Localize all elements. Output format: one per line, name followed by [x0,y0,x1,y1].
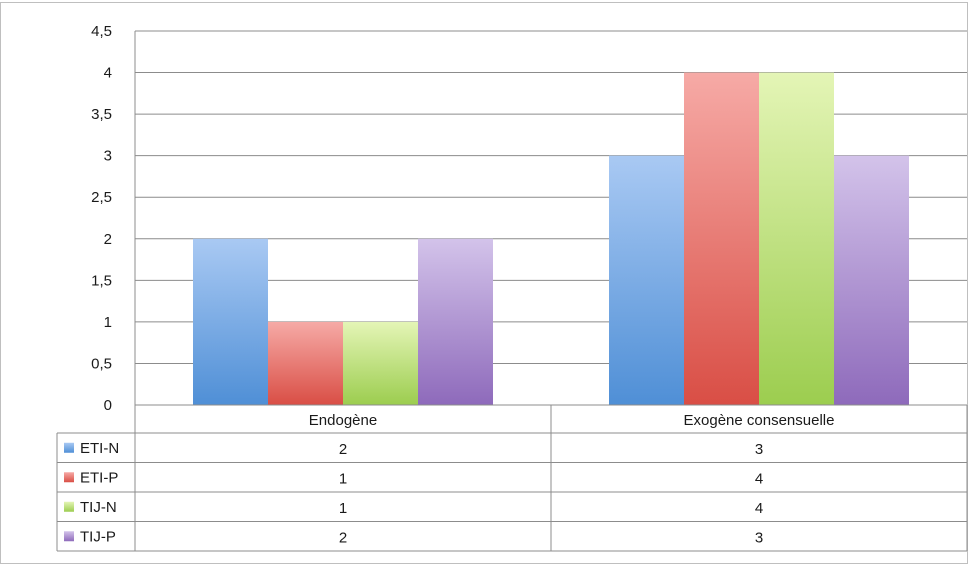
y-tick-label: 3 [104,148,112,165]
table-value: 2 [339,441,347,458]
table-value: 4 [755,470,763,487]
bar-eti-p-1 [684,72,759,406]
legend-label: TIJ-P [80,528,116,545]
legend-label: ETI-P [80,469,118,486]
y-tick-label: 1 [104,314,112,331]
bars [193,72,909,406]
y-tick-label: 2 [104,231,112,248]
y-tick-label: 4,5 [91,23,112,40]
bar-eti-p-0 [268,321,343,405]
legend-label: TIJ-N [80,499,117,516]
bar-tij-p-0 [418,238,493,405]
bar-eti-n-1 [609,155,684,405]
legend-swatch-eti-n [64,442,74,453]
legend-swatch-eti-p [64,472,74,483]
y-tick-label: 3,5 [91,106,112,123]
table-value: 2 [339,529,347,546]
y-tick-label: 1,5 [91,272,112,289]
bar-tij-p-1 [834,155,909,405]
y-tick-label: 2,5 [91,189,112,206]
legend-label: ETI-N [80,440,119,457]
data-table: Endogène Exogène consensuelle ETI-N 2 3 ETI-P… [56,404,968,552]
y-tick-label: 0 [104,397,112,414]
y-axis: 0 0,5 1 1,5 2 2,5 3 3,5 4 4,5 [91,23,136,414]
table-value: 1 [339,470,347,487]
category-label: Endogène [309,412,377,429]
table-value: 4 [755,500,763,517]
bar-tij-n-1 [759,72,834,406]
y-tick-label: 0,5 [91,355,112,372]
table-value: 3 [755,441,763,458]
legend-swatch-tij-n [64,501,74,512]
bar-eti-n-0 [193,238,268,405]
table-value: 3 [755,529,763,546]
legend-swatch-tij-p [64,531,74,542]
category-label: Exogène consensuelle [684,412,835,429]
bar-tij-n-0 [343,321,418,405]
y-tick-label: 4 [104,65,112,82]
table-value: 1 [339,500,347,517]
